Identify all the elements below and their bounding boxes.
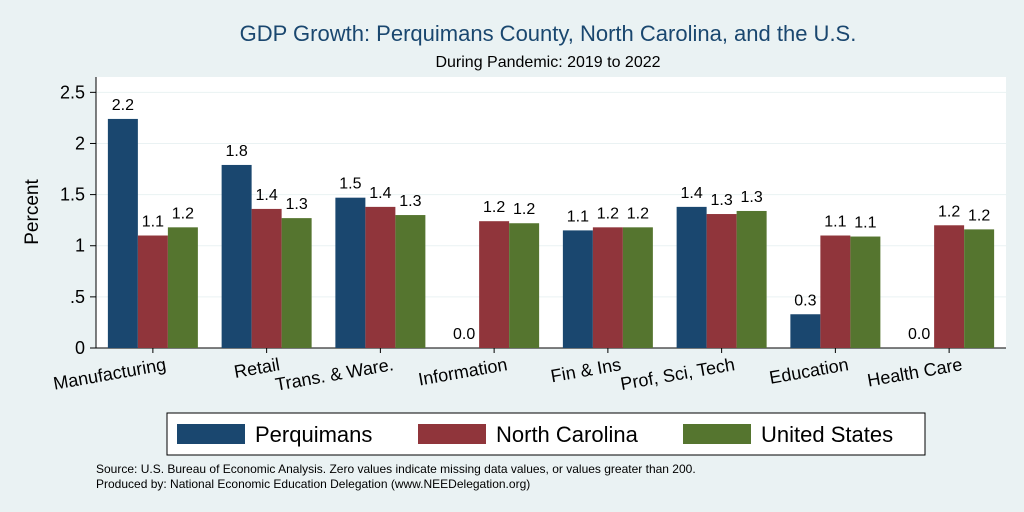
category-label: Fin & Ins: [549, 354, 622, 386]
bar-north-carolina: [365, 206, 396, 348]
legend-swatch-north-carolina: [418, 424, 486, 444]
bar-perquimans: [335, 197, 366, 348]
category-label: Information: [417, 354, 509, 389]
data-label-united-states: 1.2: [513, 201, 535, 218]
legend-label-north-carolina: North Carolina: [496, 422, 639, 447]
data-label-north-carolina: 1.1: [142, 214, 164, 231]
bar-perquimans: [790, 314, 821, 348]
bar-perquimans: [562, 230, 593, 348]
bars: [107, 118, 995, 348]
bar-north-carolina: [251, 208, 282, 348]
legend-entries: Perquimans North Carolina United States: [177, 422, 893, 447]
bar-north-carolina: [706, 214, 737, 348]
data-label-united-states: 1.2: [172, 205, 194, 222]
bar-north-carolina: [820, 235, 851, 348]
legend-swatch-perquimans: [177, 424, 245, 444]
category-label: Prof, Sci, Tech: [619, 354, 736, 394]
data-label-north-carolina: 1.4: [256, 187, 278, 204]
y-tick-label: 2.5: [60, 82, 85, 102]
bar-north-carolina: [592, 227, 623, 348]
y-tick-label: .5: [70, 287, 85, 307]
bar-perquimans: [676, 206, 707, 348]
data-label-north-carolina: 1.2: [938, 203, 960, 220]
footer-source: Source: U.S. Bureau of Economic Analysis…: [96, 462, 696, 476]
chart-title: GDP Growth: Perquimans County, North Car…: [240, 21, 857, 46]
data-label-united-states: 1.3: [741, 189, 763, 206]
data-label-united-states: 1.3: [286, 196, 308, 213]
data-label-united-states: 1.2: [968, 207, 990, 224]
data-labels: 2.2 1.1 1.2 1.8 1.4 1.3 1.5 1.4 1.3 0.0 1.2 1.2 1.1 1…: [112, 97, 991, 343]
chart-subtitle: During Pandemic: 2019 to 2022: [435, 54, 660, 71]
bar-north-carolina: [137, 235, 168, 348]
y-tick-label: 1.5: [60, 185, 85, 205]
bar-perquimans: [107, 118, 138, 348]
legend-label-united-states: United States: [761, 422, 893, 447]
data-label-perquimans: 0.3: [794, 292, 816, 309]
bar-north-carolina: [479, 221, 510, 348]
bar-united-states: [964, 229, 995, 348]
data-label-perquimans: 1.1: [567, 208, 589, 225]
legend-label-perquimans: Perquimans: [255, 422, 372, 447]
bar-united-states: [395, 215, 426, 348]
data-label-perquimans: 0.0: [908, 326, 930, 343]
data-label-perquimans: 1.5: [339, 176, 361, 193]
data-label-north-carolina: 1.3: [711, 192, 733, 209]
data-label-united-states: 1.3: [399, 193, 421, 210]
y-tick-label: 2: [75, 133, 85, 153]
legend-swatch-united-states: [683, 424, 751, 444]
data-label-perquimans: 1.4: [681, 185, 703, 202]
footer-produced: Produced by: National Economic Education…: [96, 477, 530, 491]
category-label: Health Care: [866, 354, 964, 390]
bar-north-carolina: [934, 225, 965, 348]
data-label-north-carolina: 1.2: [483, 199, 505, 216]
bar-united-states: [167, 227, 198, 348]
legend: [166, 412, 926, 456]
bar-perquimans: [221, 164, 252, 348]
y-axis-label: Percent: [22, 179, 43, 245]
data-label-north-carolina: 1.1: [824, 214, 846, 231]
data-label-perquimans: 0.0: [453, 326, 475, 343]
bar-united-states: [736, 210, 767, 348]
data-label-perquimans: 2.2: [112, 97, 134, 114]
y-tick-label: 1: [75, 236, 85, 256]
data-label-perquimans: 1.8: [226, 143, 248, 160]
category-label: Trans. & Ware.: [274, 354, 395, 394]
y-tick-label: 0: [75, 338, 85, 358]
data-label-north-carolina: 1.4: [369, 185, 391, 202]
category-label: Education: [768, 354, 850, 388]
bar-united-states: [622, 227, 653, 348]
data-label-united-states: 1.2: [627, 205, 649, 222]
bar-united-states: [509, 223, 540, 348]
y-ticks: 0 .5 1 1.5 2 2.5: [60, 82, 96, 358]
data-label-united-states: 1.1: [854, 215, 876, 232]
bar-united-states: [850, 236, 881, 348]
data-label-north-carolina: 1.2: [597, 205, 619, 222]
category-label: Manufacturing: [52, 354, 168, 394]
bar-united-states: [281, 218, 312, 348]
